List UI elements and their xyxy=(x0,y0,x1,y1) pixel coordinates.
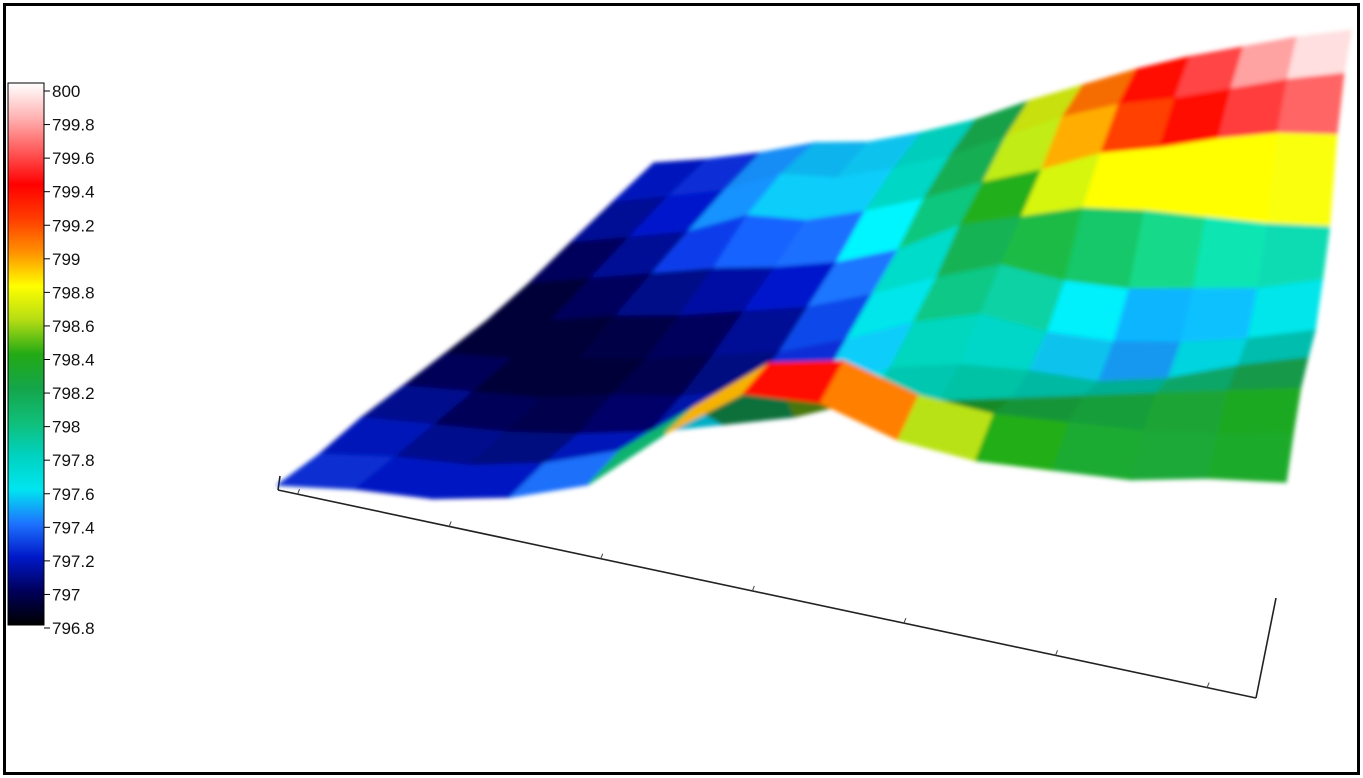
floor-tick xyxy=(448,521,452,527)
surface-cell xyxy=(1205,132,1279,225)
colorbar-tick-label: 798.8 xyxy=(52,283,95,302)
floor-tick xyxy=(903,617,907,624)
colorbar-tick-label: 799.6 xyxy=(52,149,95,168)
surface-cell xyxy=(1276,72,1345,136)
colorbar-tick-label: 800 xyxy=(52,82,80,101)
surface-cell xyxy=(1180,288,1259,344)
colorbar-tick-label: 796.8 xyxy=(52,619,95,638)
colorbar-tick-label: 797 xyxy=(52,585,80,604)
surface-cell xyxy=(1217,387,1302,436)
floor-box xyxy=(277,475,1277,699)
colorbar-tick-label: 798.4 xyxy=(52,351,95,370)
floor-tick xyxy=(1206,682,1210,688)
surface-cell xyxy=(1207,431,1295,483)
surface-cell xyxy=(1142,390,1230,436)
colorbar-gradient xyxy=(7,82,45,626)
colorbar-ticks: 800 799.8 799.6 799.4 799.2 799 798.8 798.6 798.… xyxy=(44,82,95,638)
floor-right-edge xyxy=(1255,597,1277,699)
floor-front-edge xyxy=(277,489,1257,699)
floor-ticks xyxy=(297,488,1210,688)
colorbar-tick-label: 799 xyxy=(52,250,80,269)
floor-tick xyxy=(1055,650,1058,656)
colorbar-tick-label: 797.8 xyxy=(52,451,95,470)
surface-cell xyxy=(1129,430,1220,481)
figure-frame: 800 799.8 799.6 799.4 799.2 799 798.8 798.6 798.… xyxy=(3,3,1360,775)
colorbar-tick-label: 799.4 xyxy=(52,183,95,202)
floor-left-edge xyxy=(277,475,281,491)
surface-plot: 800 799.8 799.6 799.4 799.2 799 798.8 798.6 798.… xyxy=(7,29,1352,699)
surface-cell xyxy=(1257,223,1331,290)
floor-tick xyxy=(751,585,755,592)
colorbar: 800 799.8 799.6 799.4 799.2 799 798.8 798.6 798.… xyxy=(7,82,95,638)
surface-cell xyxy=(1286,29,1352,81)
colorbar-tick-label: 798.2 xyxy=(52,384,95,403)
colorbar-tick-label: 797.2 xyxy=(52,552,95,571)
surface-cell xyxy=(1052,422,1145,481)
colorbar-tick-label: 798 xyxy=(52,418,80,437)
surface-cell xyxy=(974,413,1070,471)
colorbar-tick-label: 799.2 xyxy=(52,216,95,235)
colorbar-tick-label: 798.6 xyxy=(52,317,95,336)
surface-cell xyxy=(1192,216,1269,290)
floor-tick xyxy=(297,488,301,495)
colorbar-tick-label: 797.4 xyxy=(52,518,95,537)
colorbar-tick-label: 797.6 xyxy=(52,485,95,504)
floor-tick xyxy=(600,553,604,559)
surface-mesh xyxy=(275,29,1352,500)
surface-cell xyxy=(1247,279,1323,340)
colorbar-tick-label: 799.8 xyxy=(52,116,95,135)
surface-cell xyxy=(1266,132,1338,228)
